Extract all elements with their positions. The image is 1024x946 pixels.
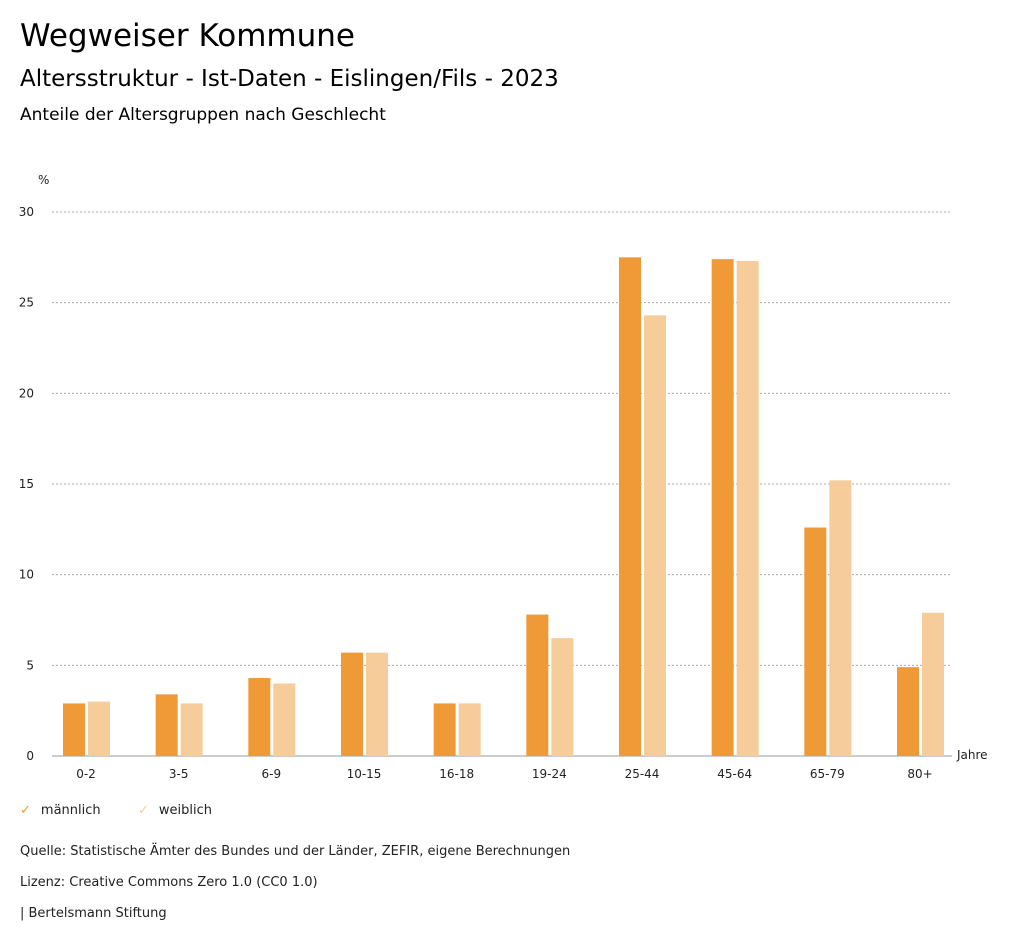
- x-tick-label: 0-2: [76, 767, 96, 781]
- bar-maennlich: [711, 259, 734, 756]
- bar-maennlich: [155, 694, 178, 756]
- page-title: Wegweiser Kommune: [20, 18, 355, 54]
- bar-weiblich: [180, 703, 203, 756]
- legend-item-weiblich[interactable]: ✓ weiblich: [138, 803, 213, 818]
- bar-weiblich: [366, 652, 388, 756]
- x-tick-label: 3-5: [169, 767, 189, 781]
- bar-maennlich: [341, 652, 363, 756]
- bar-maennlich: [619, 257, 641, 756]
- check-icon: ✓: [20, 803, 31, 818]
- bar-weiblich: [736, 260, 759, 756]
- bar-maennlich: [433, 703, 456, 756]
- legend-item-maennlich[interactable]: ✓ männlich: [20, 803, 101, 818]
- y-axis-label: %: [38, 173, 49, 187]
- x-tick-label: 45-64: [717, 767, 752, 781]
- y-tick-label: 10: [19, 568, 34, 582]
- bar-maennlich: [897, 667, 919, 756]
- y-tick-label: 20: [19, 386, 34, 400]
- check-icon: ✓: [138, 803, 149, 818]
- bar-weiblich: [458, 703, 481, 756]
- source-text: Quelle: Statistische Ämter des Bundes un…: [20, 844, 571, 859]
- x-tick-label: 80+: [907, 767, 932, 781]
- y-tick-label: 25: [19, 296, 34, 310]
- y-tick-label: 5: [26, 658, 34, 672]
- bar-weiblich: [922, 612, 944, 756]
- bar-weiblich: [551, 638, 574, 756]
- brand-text: | Bertelsmann Stiftung: [20, 906, 167, 921]
- bar-maennlich: [63, 703, 85, 756]
- y-tick-label: 15: [19, 477, 34, 491]
- x-tick-label: 6-9: [262, 767, 282, 781]
- x-tick-label: 65-79: [810, 767, 845, 781]
- bar-maennlich: [248, 678, 271, 756]
- bar-maennlich: [804, 527, 827, 756]
- y-tick-label: 0: [26, 749, 34, 763]
- x-tick-label: 19-24: [532, 767, 567, 781]
- license-text: Lizenz: Creative Commons Zero 1.0 (CC0 1…: [20, 875, 318, 890]
- bar-weiblich: [273, 683, 296, 756]
- bar-maennlich: [526, 614, 549, 756]
- x-tick-label: 25-44: [625, 767, 660, 781]
- bar-weiblich: [829, 480, 852, 756]
- bar-weiblich: [88, 701, 110, 756]
- x-axis-label: Jahre: [956, 748, 988, 762]
- bar-weiblich: [644, 315, 666, 756]
- x-tick-label: 16-18: [439, 767, 474, 781]
- page-subtitle: Altersstruktur - Ist-Daten - Eislingen/F…: [20, 66, 559, 92]
- chart-title: Anteile der Altersgruppen nach Geschlech…: [20, 105, 386, 125]
- y-tick-label: 30: [19, 205, 34, 219]
- x-tick-label: 10-15: [347, 767, 382, 781]
